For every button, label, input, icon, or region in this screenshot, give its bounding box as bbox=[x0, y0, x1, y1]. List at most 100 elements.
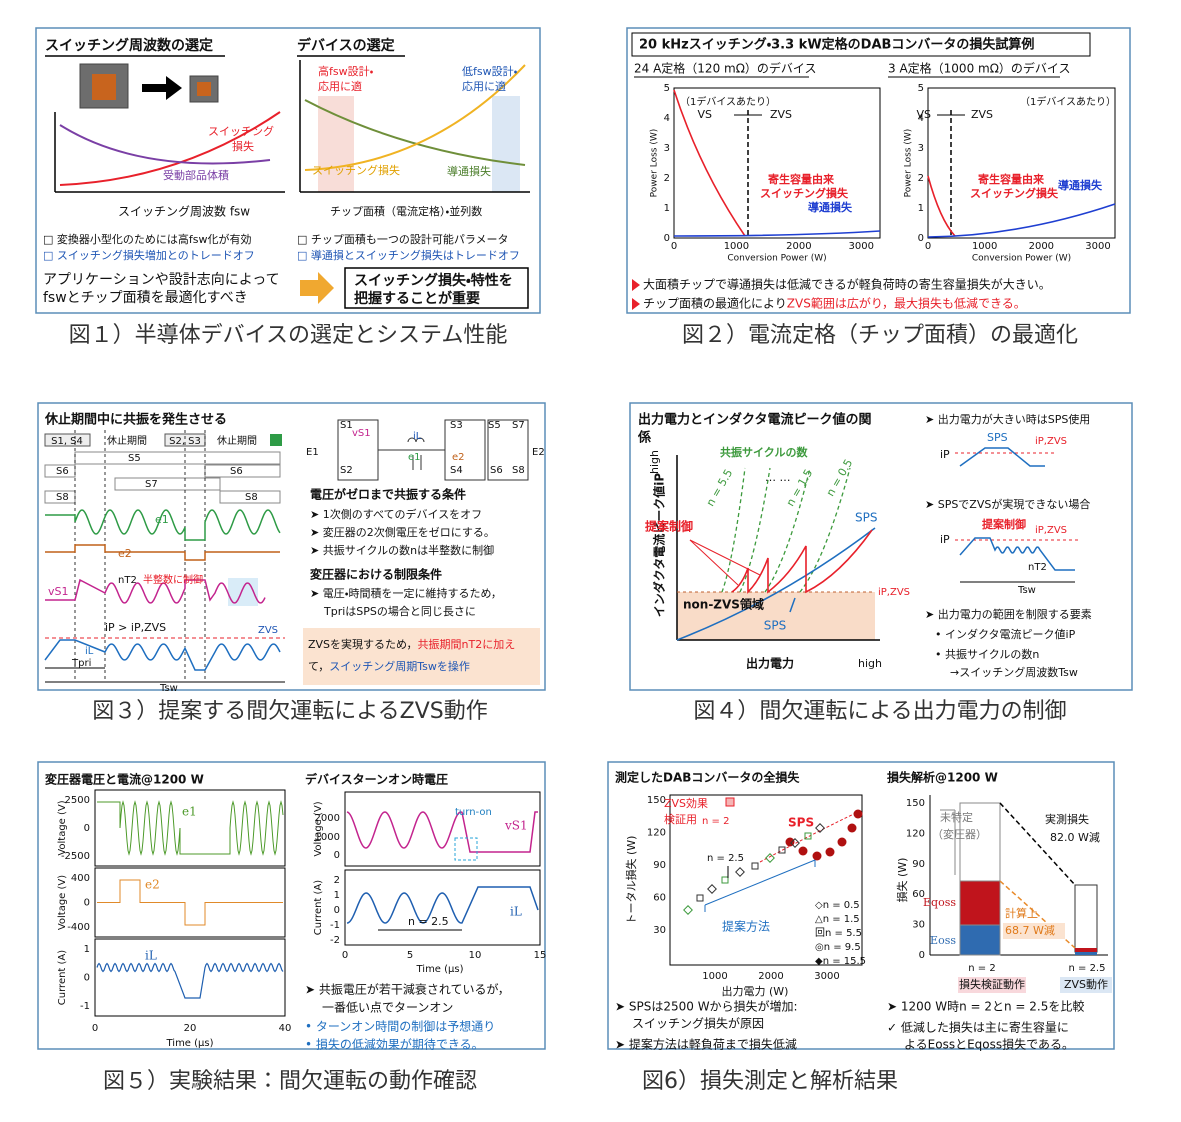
curve bbox=[673, 89, 746, 237]
text-label: スイッチング bbox=[208, 124, 274, 138]
y-tick-label: 2 bbox=[664, 173, 670, 184]
shape bbox=[44, 433, 91, 447]
x-tick-label: 15 bbox=[534, 950, 547, 961]
text-label: アプリケーションや設計志向によって bbox=[43, 272, 280, 288]
curve bbox=[44, 639, 281, 671]
text-label: Time (µs) bbox=[415, 964, 463, 975]
text-label: Tpri bbox=[71, 658, 91, 669]
y-tick-label: -2500 bbox=[61, 851, 90, 862]
text-label: ➤ 1次側のすべてのデバイスをオフ bbox=[310, 507, 482, 521]
text-label: 休止期間 bbox=[107, 435, 147, 447]
x-tick-label: 10 bbox=[469, 950, 482, 961]
text-label: Power Loss (W) bbox=[904, 129, 914, 198]
text-label: ➤ 1200 W時n = 2とn = 2.5を比較 bbox=[887, 1000, 1084, 1014]
text-label: turn-on bbox=[455, 807, 492, 818]
x-tick-label: 3000 bbox=[849, 241, 874, 252]
x-tick-label: 0 bbox=[671, 241, 677, 252]
marker bbox=[812, 851, 822, 861]
shape bbox=[94, 789, 286, 867]
text-label: • インダクタ電流ピーク値iP bbox=[935, 627, 1076, 641]
text-label: □ スイッチング損失増加とのトレードオフ bbox=[43, 248, 255, 262]
text-label: high bbox=[648, 450, 661, 474]
y-tick-label: 150 bbox=[647, 795, 666, 806]
text-label: 導通損失 bbox=[808, 200, 853, 214]
y-tick-label: 120 bbox=[906, 828, 925, 839]
text-label: non-ZVS領域 bbox=[683, 597, 764, 612]
x-tick-label: 1000 bbox=[702, 971, 727, 982]
panel bbox=[629, 402, 1133, 691]
panel bbox=[626, 27, 1131, 314]
text-label: ➤ 出力電力の範囲を制限する要素 bbox=[925, 607, 1092, 621]
text-label: ➤ 電圧・時間積を一定に維持するため， bbox=[310, 586, 502, 600]
text-label: Voltage (V) bbox=[57, 875, 68, 930]
text-label: ZVS bbox=[971, 108, 993, 121]
panel bbox=[37, 761, 546, 1050]
shape bbox=[44, 464, 76, 478]
shape bbox=[344, 869, 541, 946]
text-label: iP bbox=[940, 448, 950, 461]
shape bbox=[677, 592, 875, 640]
figure-caption: 図３）提案する間欠運転によるZVS動作 bbox=[92, 699, 487, 724]
text-label: 損失 (W) bbox=[895, 858, 909, 903]
panel bbox=[607, 761, 1115, 1050]
y-tick-label: 0 bbox=[84, 823, 90, 834]
text-label: SPS bbox=[788, 816, 814, 830]
text-label: Voltage (V) bbox=[313, 801, 324, 856]
marker bbox=[798, 846, 808, 856]
text-label: iL bbox=[145, 949, 157, 963]
text-label: S2 bbox=[340, 465, 353, 476]
text-label: ➤ 共振電圧が若干減衰されているが， bbox=[305, 982, 510, 997]
text-label: VS bbox=[697, 108, 712, 121]
text-label: n = 2.5 bbox=[707, 853, 744, 864]
curve bbox=[346, 886, 539, 924]
x-tick-label: 0 bbox=[92, 1023, 98, 1034]
text-label: チップ面積（電流定格）・並列数 bbox=[330, 204, 482, 218]
y-tick-label: 5 bbox=[918, 83, 924, 94]
text-label: 把握することが重要 bbox=[354, 290, 480, 307]
shape bbox=[631, 32, 1091, 57]
text-label: 未特定 bbox=[940, 810, 973, 824]
curve bbox=[739, 467, 771, 593]
text-label: 一番低い点でターンオン bbox=[322, 1001, 453, 1015]
text-label: S5 bbox=[128, 453, 141, 464]
curve bbox=[96, 962, 284, 999]
shape bbox=[318, 96, 354, 192]
panel-heading: デバイスの選定 bbox=[297, 37, 395, 54]
text-label: 提案方法 bbox=[722, 919, 770, 934]
text-label: vS1 bbox=[504, 819, 528, 833]
text-label: Conversion Power (W) bbox=[972, 254, 1071, 264]
text-label: ◎n = 9.5 bbox=[815, 942, 861, 953]
y-tick-label: 2000 bbox=[315, 813, 340, 824]
marker bbox=[683, 905, 693, 915]
curve bbox=[97, 879, 283, 926]
text-label: • 損失の低減効果が期待できる。 bbox=[305, 1037, 484, 1052]
curve bbox=[59, 124, 271, 165]
y-tick-label: -2 bbox=[330, 935, 340, 946]
curve bbox=[45, 544, 280, 561]
text-label: ➤ 共振サイクルの数nは半整数に制御 bbox=[310, 543, 494, 557]
shape bbox=[1075, 948, 1097, 952]
text-label: 実測損失 bbox=[1045, 812, 1089, 826]
text-label: □ 変換器小型化のためには高fsw化が有効 bbox=[43, 232, 252, 246]
text-label: 受動部品体積 bbox=[163, 168, 229, 182]
text-label: S3 bbox=[450, 420, 463, 431]
text-label: 低fsw設計・ bbox=[462, 64, 518, 78]
text-label: 計算上 bbox=[1005, 906, 1038, 920]
text-label: SPS bbox=[855, 511, 877, 525]
x-tick-label: 2000 bbox=[758, 971, 783, 982]
y-tick-label: 90 bbox=[912, 859, 925, 870]
shape bbox=[958, 977, 1026, 993]
text-label: 電圧がゼロまで共振する条件 bbox=[310, 487, 466, 502]
y-tick-label: 0 bbox=[919, 950, 925, 961]
shape bbox=[1060, 977, 1112, 993]
text-label: ✓ 低減した損失は主に寄生容量に bbox=[887, 1020, 1069, 1035]
marker bbox=[696, 894, 704, 902]
x-tick-label: 3000 bbox=[814, 971, 839, 982]
text-label: スイッチング損失・特性を bbox=[354, 272, 513, 289]
panel-heading: 休止期間中に共振を発生させる bbox=[44, 412, 227, 428]
shape bbox=[725, 797, 735, 807]
shape bbox=[454, 837, 478, 861]
panel-heading: 変圧器電圧と電流@1200 W bbox=[45, 772, 204, 787]
